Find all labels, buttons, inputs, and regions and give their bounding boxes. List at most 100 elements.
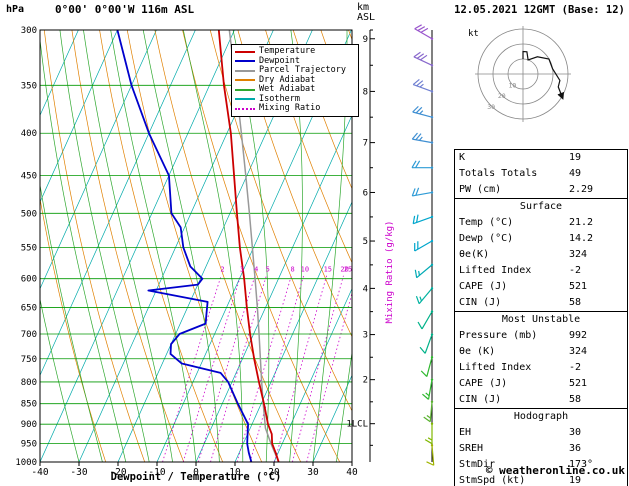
wind-barb-station-dot — [430, 263, 434, 267]
chart-datetime-title: 12.05.2021 12GMT (Base: 12) — [454, 4, 625, 16]
isotherm-line — [40, 30, 118, 203]
wet-adiabat-line — [83, 30, 173, 462]
stat-value: 58 — [569, 394, 582, 405]
legend-label: Temperature — [259, 46, 316, 56]
hodograph-trace — [522, 50, 565, 100]
temp-tick-label: 30 — [307, 467, 319, 478]
pressure-tick-label: 550 — [21, 243, 37, 253]
mixing-ratio-line — [182, 275, 242, 462]
wind-barb-feather — [415, 295, 420, 304]
legend-label: Wet Adiabat — [259, 84, 316, 94]
wind-barb-shaft — [413, 216, 433, 225]
wind-barb-half-feather — [418, 136, 423, 141]
station-title: 0°00' 0°00'W 116m ASL — [55, 3, 195, 16]
km-tick-label: 9 — [363, 35, 368, 45]
pressure-tick-label: 1000 — [15, 458, 37, 468]
wind-barb-station-dot — [430, 310, 434, 313]
wind-barb-station-dot — [430, 115, 434, 119]
table-row: StmSpd (kt) 19 — [455, 473, 627, 486]
stat-label: StmDir — [459, 459, 496, 470]
stat-value: 14.2 — [569, 233, 594, 244]
temperature-curve — [217, 30, 280, 462]
wind-barb-station-dot — [430, 239, 434, 243]
dry-adiabat-line — [265, 30, 352, 264]
km-tick-label: 6 — [363, 188, 368, 198]
x-axis-title: Dewpoint / Temperature (°C) — [110, 471, 282, 483]
wind-barb-station-dot — [430, 90, 434, 93]
km-tick-label: 1LCL — [346, 420, 368, 430]
table-row: Lifted Index -2 — [455, 263, 627, 279]
km-tick-label: 8 — [363, 87, 368, 97]
pressure-tick-label: 350 — [21, 81, 37, 91]
stat-label: EH — [459, 427, 472, 438]
isotherm-line — [234, 201, 352, 462]
temp-tick-label: -30 — [70, 467, 87, 478]
isotherm-line — [40, 30, 196, 377]
wind-barb-feather — [412, 215, 416, 224]
mixing-ratio-axis-label: Mixing Ratio (g/kg) — [385, 221, 395, 324]
wind-barb-shaft — [412, 138, 433, 144]
wind-barb-shaft — [429, 401, 433, 422]
wind-barb-shaft — [431, 445, 435, 466]
hodograph-unit-label: kt — [468, 29, 479, 39]
table-row: CAPE (J) 521 — [455, 279, 627, 295]
stat-value: 2.29 — [569, 184, 594, 195]
stat-label: Totals Totals — [459, 168, 538, 179]
mixing-ratio-line — [306, 291, 352, 462]
wind-barb-shaft — [412, 191, 433, 197]
stat-label: CAPE (J) — [459, 378, 508, 389]
legend-swatch-temperature — [235, 50, 255, 53]
mixing-ratio-value-label: 20 — [340, 265, 348, 273]
stat-value: 36 — [569, 443, 582, 454]
table-row: Temp (°C) 21.2 — [455, 215, 627, 231]
mixing-ratio-value-label: 2 — [220, 265, 224, 273]
temp-tick-label: 0 — [193, 467, 199, 478]
wind-barb-feather — [417, 26, 426, 32]
wind-barb-station-dot — [430, 444, 434, 447]
wind-barb-feather — [415, 106, 423, 114]
table-row: CIN (J) 58 — [455, 295, 627, 311]
pressure-axis-unit-label: hPa — [6, 4, 25, 15]
wind-barb-station-dot — [430, 141, 434, 144]
km-tick-label: 4 — [363, 284, 368, 294]
legend-item: Dewpoint — [235, 56, 355, 67]
temp-tick-label: 20 — [268, 467, 280, 478]
legend-item: Temperature — [235, 46, 355, 57]
pressure-tick-label: 750 — [21, 355, 37, 365]
plot-gridlines — [40, 30, 352, 462]
wind-barb-feather — [414, 24, 422, 30]
km-axis-unit: km — [357, 2, 370, 13]
wind-barb-half-feather — [419, 83, 424, 88]
legend-swatch-dry-adiabat — [235, 79, 255, 82]
isotherm-line — [195, 114, 352, 462]
wind-barb-half-feather — [427, 437, 433, 441]
dry-adiabat-line — [292, 30, 352, 190]
stat-label: Dewp (°C) — [459, 233, 514, 244]
pressure-tick-label: 500 — [21, 209, 37, 219]
stat-value: 49 — [569, 168, 582, 179]
wind-barb-station-dot — [430, 356, 434, 359]
stat-label: SREH — [459, 443, 484, 454]
isotherm-line — [312, 374, 352, 462]
table-row: StmDir 173° — [455, 457, 627, 473]
stat-value: 19 — [569, 152, 582, 163]
km-tick-label: 2 — [363, 376, 368, 386]
wind-barb-feather — [422, 393, 429, 400]
legend-swatch-isotherm — [235, 98, 255, 101]
temp-tick-label: -40 — [31, 467, 48, 478]
mixing-ratio-value-label: 10 — [301, 265, 309, 273]
stat-value: 58 — [569, 297, 582, 308]
wind-barb-feather — [417, 321, 423, 330]
wind-barb-half-feather — [418, 270, 421, 276]
chart-legend: Temperature Dewpoint Parcel Trajectory Dry … — [231, 44, 359, 117]
wind-barb-feather — [419, 346, 426, 354]
wind-barb-shaft — [416, 264, 433, 279]
mixing-ratio-value-label: 3 — [240, 265, 244, 273]
temp-tick-label: -20 — [109, 467, 126, 478]
wind-barb-station-dot — [430, 37, 434, 40]
stat-label: θe(K) — [459, 249, 490, 260]
legend-swatch-parcel-trajectory — [235, 69, 255, 72]
table-row: CIN (J) 58 — [455, 392, 627, 408]
stat-label: PW (cm) — [459, 184, 502, 195]
legend-label: Mixing Ratio — [259, 103, 321, 113]
